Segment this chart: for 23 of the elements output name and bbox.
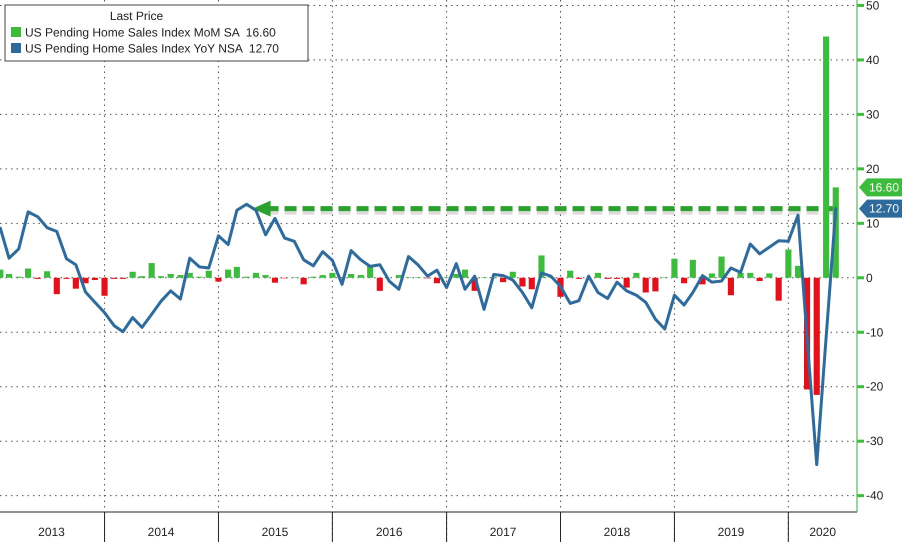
legend-label: US Pending Home Sales Index MoM SA 16.60	[25, 26, 276, 40]
y-tick-label: 0	[866, 270, 873, 285]
text: 12.70	[869, 202, 900, 216]
x-tick-label: 2019	[718, 525, 745, 539]
x-tick-label: 2013	[38, 525, 66, 539]
y-tick-label: -20	[866, 380, 884, 394]
y-tick-label: 30	[866, 107, 880, 122]
x-tick-label: 2018	[604, 525, 631, 539]
y-tick-label: 20	[866, 162, 880, 176]
x-tick-label: 2014	[148, 525, 175, 539]
legend-title: Last Price	[110, 9, 164, 23]
y-tick-label: 40	[866, 52, 880, 67]
legend-label: US Pending Home Sales Index YoY NSA 12.70	[25, 42, 280, 56]
y-tick-label: 10	[866, 216, 880, 230]
y-tick-label: -40	[866, 488, 884, 503]
text: 16.60	[869, 180, 900, 194]
y-tick-label: 50	[866, 0, 880, 12]
x-tick-label: 2020	[809, 525, 836, 539]
x-tick-label: 2016	[376, 525, 403, 539]
y-tick-label: -30	[866, 434, 884, 448]
y-tick-label: -10	[866, 325, 884, 340]
x-tick-label: 2015	[262, 525, 289, 539]
x-tick-label: 2017	[490, 525, 517, 539]
